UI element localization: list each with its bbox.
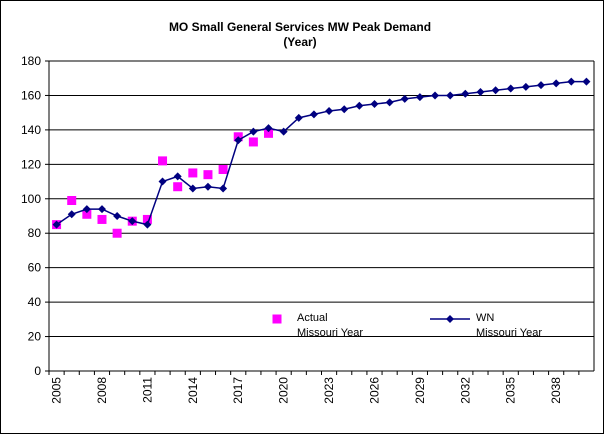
y-tick-label: 160	[21, 88, 41, 102]
marker	[415, 93, 424, 102]
marker	[188, 168, 198, 178]
marker	[446, 91, 455, 100]
x-tick-label: 2032	[458, 377, 472, 404]
marker	[203, 170, 213, 180]
marker	[203, 182, 212, 191]
y-tick-label: 80	[28, 226, 42, 240]
marker	[234, 136, 243, 145]
marker	[158, 177, 167, 186]
marker	[219, 184, 228, 193]
x-tick-label: 2020	[277, 377, 291, 404]
marker	[294, 113, 303, 122]
marker	[188, 184, 197, 193]
x-tick-label: 2017	[231, 377, 245, 404]
marker	[567, 77, 576, 86]
legend-marker	[272, 314, 282, 324]
marker	[521, 82, 530, 91]
marker	[279, 127, 288, 136]
legend-label: Actual Missouri Year	[297, 312, 364, 339]
marker	[249, 127, 258, 136]
marker	[264, 128, 274, 138]
y-tick-label: 60	[28, 261, 42, 275]
marker	[370, 100, 379, 109]
marker	[248, 137, 258, 147]
marker	[218, 165, 228, 174]
marker	[97, 214, 107, 224]
marker	[158, 156, 168, 166]
marker	[82, 209, 92, 219]
legend-marker	[446, 315, 454, 323]
marker	[431, 91, 440, 100]
x-tick-label: 2038	[549, 377, 563, 404]
marker	[113, 212, 122, 220]
y-tick-label: 180	[21, 54, 41, 68]
y-tick-label: 20	[28, 330, 42, 344]
marker	[340, 105, 349, 114]
marker	[97, 205, 106, 214]
x-tick-label: 2011	[140, 377, 154, 403]
marker	[461, 89, 470, 98]
x-tick-label: 2023	[322, 377, 336, 404]
marker	[143, 220, 152, 229]
x-tick-label: 2026	[367, 377, 381, 404]
marker	[491, 86, 500, 95]
marker	[67, 210, 76, 219]
y-tick-label: 0	[34, 364, 41, 378]
marker	[67, 196, 77, 205]
x-tick-label: 2008	[95, 377, 109, 404]
marker	[112, 228, 122, 238]
x-tick-label: 2035	[504, 377, 518, 404]
legend-label: WN Missouri Year	[476, 312, 543, 339]
marker	[537, 81, 546, 90]
y-tick-label: 100	[21, 192, 41, 206]
marker	[173, 172, 182, 181]
y-tick-label: 120	[21, 157, 41, 171]
marker	[264, 124, 273, 133]
marker	[142, 214, 152, 224]
x-tick-label: 2029	[413, 377, 427, 404]
marker	[400, 94, 409, 103]
y-tick-label: 140	[21, 123, 41, 137]
marker	[128, 217, 137, 226]
marker	[552, 79, 561, 88]
marker	[582, 77, 591, 86]
marker	[506, 84, 515, 93]
marker	[82, 205, 91, 214]
marker	[355, 101, 364, 110]
y-tick-label: 40	[28, 295, 42, 309]
marker	[325, 106, 334, 115]
marker	[173, 182, 183, 192]
chart-subtitle: (Year)	[283, 35, 316, 49]
marker	[309, 110, 318, 119]
chart-title: MO Small General Services MW Peak Demand	[169, 20, 431, 34]
marker	[52, 220, 61, 229]
x-tick-label: 2005	[50, 377, 64, 404]
marker	[476, 88, 485, 96]
marker	[385, 98, 394, 107]
x-tick-label: 2014	[186, 377, 200, 404]
